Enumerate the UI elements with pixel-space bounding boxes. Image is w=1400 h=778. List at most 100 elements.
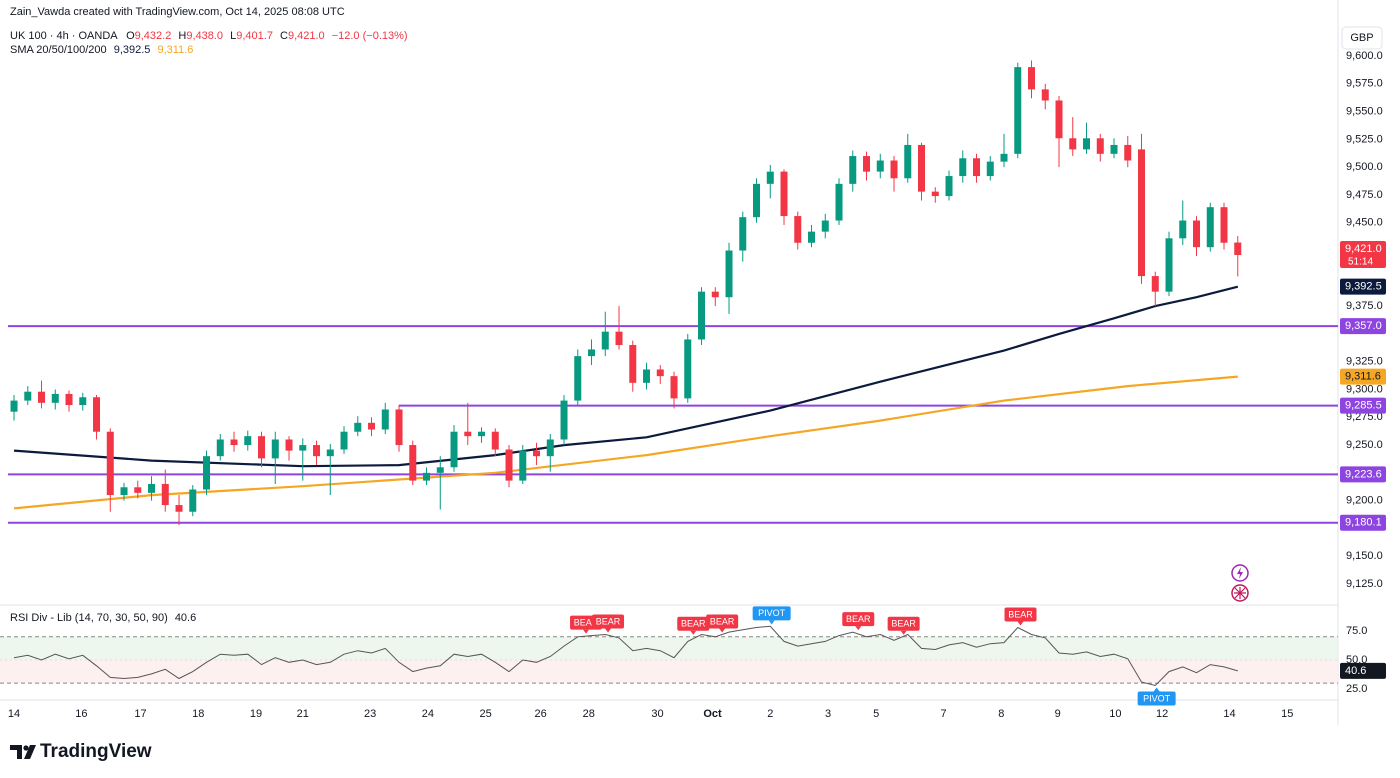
signal-pointer bbox=[900, 630, 907, 635]
candle-body bbox=[423, 472, 431, 481]
x-tick-label: 26 bbox=[535, 708, 547, 720]
flag-icon[interactable] bbox=[1231, 584, 1249, 602]
x-tick-label: 17 bbox=[134, 708, 146, 720]
x-tick-label: 14 bbox=[1223, 708, 1235, 720]
y-tick-label: 9,200.0 bbox=[1346, 495, 1383, 507]
signal-pointer bbox=[690, 630, 697, 635]
sma-legend: SMA 20/50/100/200 9,392.5 9,311.6 bbox=[10, 44, 193, 56]
signal-label: BEAR bbox=[596, 616, 621, 626]
candle-body bbox=[1000, 153, 1008, 162]
candle-body bbox=[821, 220, 829, 232]
candle-body bbox=[230, 439, 238, 446]
rsi-tick-label: 75.0 bbox=[1346, 625, 1367, 637]
candle-body bbox=[478, 431, 486, 437]
signal-label: PIVOT bbox=[1143, 693, 1171, 703]
candle-body bbox=[395, 409, 403, 446]
x-tick-label: 23 bbox=[364, 708, 376, 720]
rsi-tick-label: 25.0 bbox=[1346, 683, 1367, 695]
currency-button[interactable] bbox=[1341, 26, 1383, 50]
candle-body bbox=[1096, 138, 1104, 154]
rsi-name: RSI Div - Lib (14, 70, 30, 50, 90) bbox=[10, 612, 168, 624]
x-tick-label: 7 bbox=[940, 708, 946, 720]
level-tag-bg bbox=[1340, 318, 1386, 335]
level-tag: 9,223.6 bbox=[1345, 468, 1382, 480]
candle-body bbox=[739, 217, 747, 251]
brand-logo bbox=[10, 745, 36, 759]
sma-line bbox=[13, 375, 1238, 510]
signal-flag bbox=[1137, 691, 1176, 706]
y-tick-label: 9,525.0 bbox=[1346, 133, 1383, 145]
candle-body bbox=[464, 431, 472, 437]
signal-flag bbox=[706, 614, 739, 629]
candle-body bbox=[244, 436, 252, 446]
x-tick-label: 24 bbox=[422, 708, 434, 720]
x-tick-label: 16 bbox=[75, 708, 87, 720]
ohlc-label: H bbox=[178, 30, 186, 42]
lightning-icon[interactable] bbox=[1231, 564, 1249, 582]
rsi-tag: 40.6 bbox=[1345, 665, 1366, 677]
candle-body bbox=[93, 397, 101, 432]
signal-pointer bbox=[855, 626, 862, 631]
x-tick-label: 21 bbox=[297, 708, 309, 720]
ohlc-value: 9,421.0 bbox=[288, 30, 325, 42]
candle-body bbox=[1055, 100, 1063, 139]
y-tick-label: 9,375.0 bbox=[1346, 300, 1383, 312]
candle-body bbox=[918, 144, 926, 192]
y-tick-label: 9,500.0 bbox=[1346, 161, 1383, 173]
signal-flag bbox=[592, 614, 625, 629]
candle-body bbox=[849, 156, 857, 184]
ohlc-value: 9,432.2 bbox=[135, 30, 172, 42]
candle-body bbox=[808, 231, 816, 243]
candle-body bbox=[1110, 144, 1118, 154]
candle-body bbox=[1014, 67, 1022, 154]
candle-body bbox=[560, 400, 568, 440]
candle-body bbox=[1193, 220, 1201, 248]
signal-pointer bbox=[583, 629, 590, 634]
candle-body bbox=[615, 331, 623, 346]
candle-body bbox=[1124, 144, 1132, 161]
candle-body bbox=[533, 450, 541, 457]
candle-body bbox=[670, 376, 678, 399]
candle-body bbox=[381, 409, 389, 430]
y-tick-label: 9,325.0 bbox=[1346, 356, 1383, 368]
level-tag: 9,285.5 bbox=[1345, 399, 1382, 411]
rsi-band bbox=[0, 659, 1338, 684]
change: −12.0 (−0.13%) bbox=[332, 30, 408, 42]
sma-tag-bg bbox=[1340, 368, 1386, 385]
signal-pointer bbox=[719, 628, 726, 633]
candle-body bbox=[945, 176, 953, 197]
candle-body bbox=[588, 349, 596, 357]
signal-pointer bbox=[1017, 621, 1024, 626]
candle-body bbox=[216, 439, 224, 457]
signal-label: BEAR bbox=[574, 617, 599, 627]
countdown: 51:14 bbox=[1348, 257, 1373, 268]
candle-body bbox=[148, 483, 156, 493]
currency[interactable]: GBP bbox=[1350, 32, 1373, 44]
candle-body bbox=[973, 158, 981, 177]
x-tick-label: Oct bbox=[703, 708, 722, 720]
y-tick-label: 9,550.0 bbox=[1346, 106, 1383, 118]
x-tick-label: 25 bbox=[480, 708, 492, 720]
candle-body bbox=[876, 160, 884, 172]
candle-body bbox=[959, 158, 967, 177]
candle-body bbox=[1041, 89, 1049, 101]
candle-body bbox=[1234, 242, 1242, 255]
candle-body bbox=[313, 445, 321, 457]
candle-body bbox=[299, 445, 307, 451]
candle-body bbox=[698, 291, 706, 340]
candle-body bbox=[780, 171, 788, 217]
signal-label: PIVOT bbox=[758, 608, 786, 618]
y-tick-label: 9,575.0 bbox=[1346, 78, 1383, 90]
candle-body bbox=[436, 467, 444, 473]
candle-body bbox=[120, 487, 128, 496]
signal-pointer bbox=[1153, 687, 1160, 692]
y-tick-label: 9,600.0 bbox=[1346, 50, 1383, 62]
candle-body bbox=[354, 422, 362, 432]
candle-body bbox=[203, 456, 211, 490]
candle-body bbox=[65, 393, 73, 406]
candle-body bbox=[753, 183, 761, 218]
sma-tag-bg bbox=[1340, 278, 1386, 295]
candle-body bbox=[24, 391, 32, 401]
candle-body bbox=[1165, 238, 1173, 292]
